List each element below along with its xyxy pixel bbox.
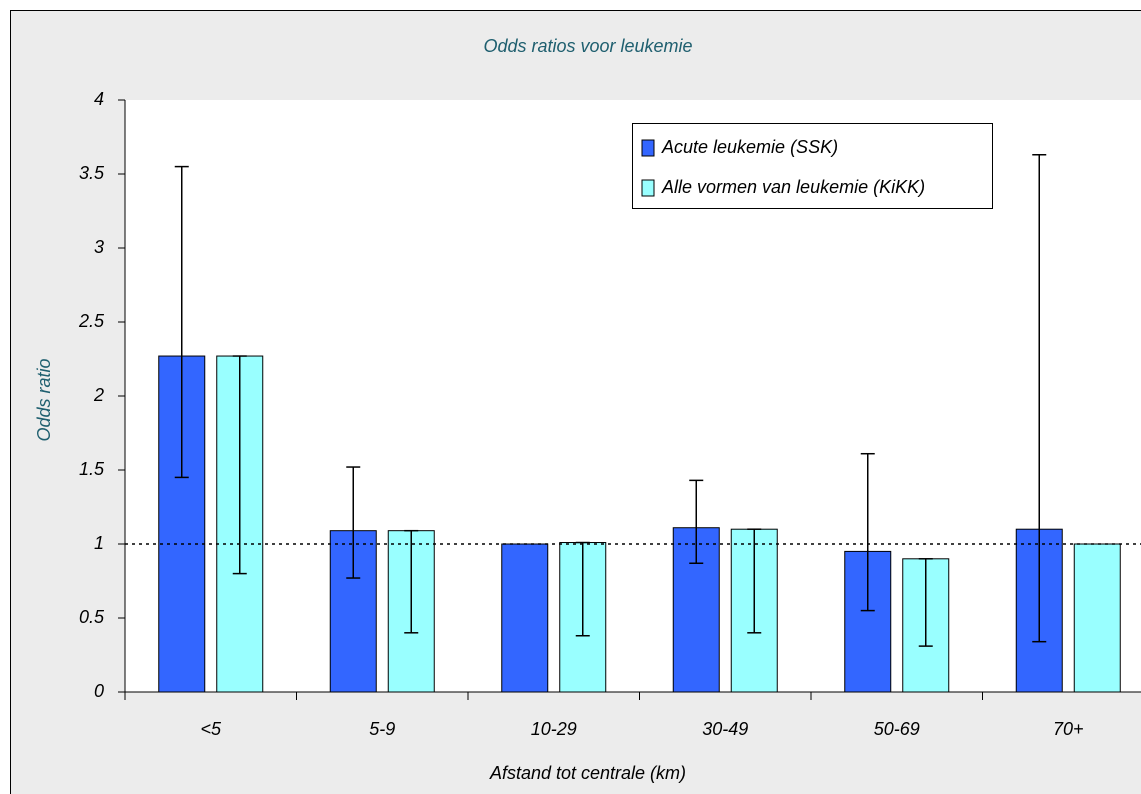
x-tick-label: 50-69 [874, 719, 920, 739]
x-tick-label: 10-29 [531, 719, 577, 739]
x-tick-label: <5 [200, 719, 222, 739]
y-tick-label: 2 [93, 385, 104, 405]
y-tick-label: 0 [94, 681, 104, 701]
x-tick-label: 30-49 [702, 719, 748, 739]
y-tick-label: 4 [94, 89, 104, 109]
y-tick-label: 3 [94, 237, 104, 257]
legend-label: Alle vormen van leukemie (KiKK) [661, 177, 925, 197]
legend [632, 123, 993, 209]
legend-swatch [641, 179, 655, 197]
legend-label: Acute leukemie (SSK) [661, 137, 838, 157]
y-tick-label: 0.5 [79, 607, 105, 627]
y-tick-label: 1.5 [79, 459, 105, 479]
y-tick-label: 1 [94, 533, 104, 553]
y-tick-label: 3.5 [79, 163, 105, 183]
x-tick-label: 5-9 [369, 719, 395, 739]
bar [501, 543, 549, 693]
legend-swatch [641, 139, 655, 157]
bar [1073, 543, 1121, 693]
x-tick-label: 70+ [1053, 719, 1084, 739]
y-axis-label: Odds ratio [34, 358, 54, 441]
chart-title: Odds ratios voor leukemie [483, 36, 692, 56]
x-axis-label: Afstand tot centrale (km) [489, 763, 686, 783]
y-tick-label: 2.5 [78, 311, 105, 331]
